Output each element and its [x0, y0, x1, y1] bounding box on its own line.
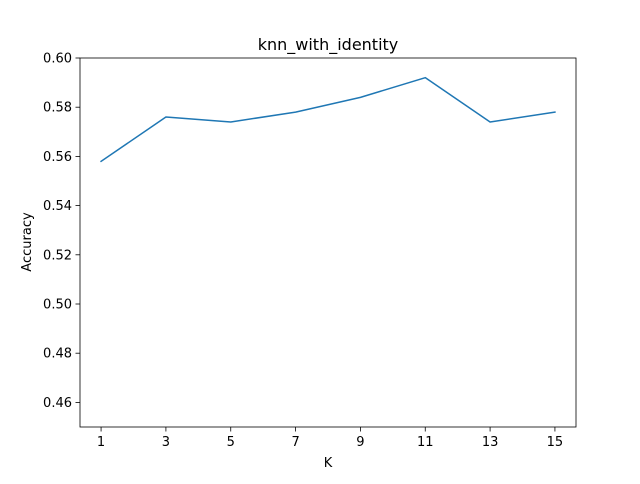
- x-tick-label: 9: [356, 435, 364, 450]
- x-tick-label: 11: [417, 435, 434, 450]
- y-tick-label: 0.58: [43, 101, 72, 116]
- y-tick-label: 0.56: [43, 150, 72, 165]
- y-tick-label: 0.54: [43, 199, 72, 214]
- y-tick-label: 0.52: [43, 248, 72, 263]
- x-tick-label: 15: [547, 435, 564, 450]
- y-axis-label: Accuracy: [20, 212, 35, 272]
- x-axis-label: K: [324, 456, 333, 471]
- y-tick-label: 0.50: [43, 298, 72, 313]
- y-tick-label: 0.60: [43, 52, 72, 67]
- plot-area: 1 3 5 7 9 11 13 150.460.480.500.520.540.560.580…: [43, 52, 577, 450]
- y-tick-label: 0.48: [43, 347, 72, 362]
- chart-title: knn_with_identity: [258, 35, 399, 55]
- x-tick-label: 5: [227, 435, 235, 450]
- axes-frame: [79, 57, 577, 428]
- x-tick-label: 3: [162, 435, 170, 450]
- x-tick-label: 1: [97, 435, 105, 450]
- series-line-0: [100, 76, 556, 163]
- y-tick-label: 0.46: [43, 396, 72, 411]
- x-tick-label: 13: [482, 435, 499, 450]
- x-tick-label: 7: [291, 435, 299, 450]
